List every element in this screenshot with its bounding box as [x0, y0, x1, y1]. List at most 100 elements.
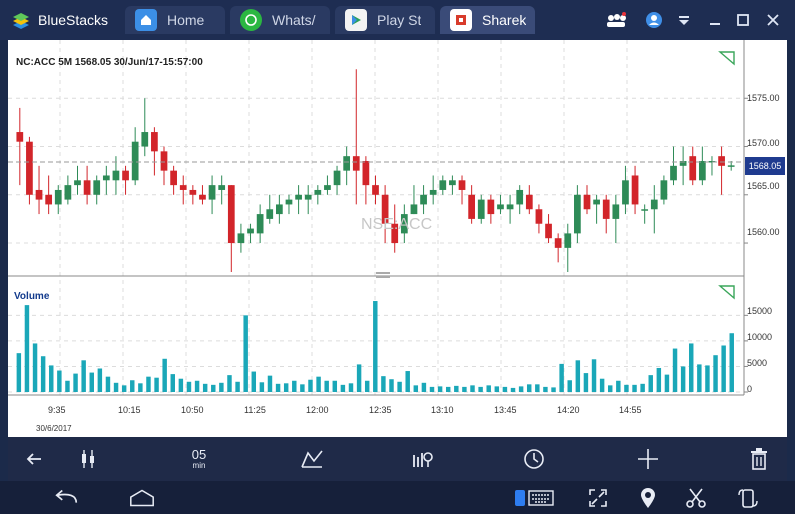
candle-body: [679, 161, 687, 166]
volume-bar: [121, 385, 127, 392]
candle-body: [189, 189, 197, 195]
volume-bar: [227, 375, 232, 392]
back-arrow-icon[interactable]: [14, 443, 54, 475]
candle-body: [160, 151, 168, 171]
volume-bar: [65, 380, 70, 392]
candle-body: [343, 156, 351, 171]
chart-area[interactable]: NC:ACC 5M 1568.05 30/Jun/17-15:57:00 NSE…: [8, 40, 787, 437]
volume-bar: [24, 305, 30, 392]
candle-body: [449, 180, 456, 186]
volume-bar: [526, 384, 532, 392]
tab-whatsapp[interactable]: Whats/: [230, 6, 330, 34]
candle-body: [218, 185, 226, 190]
dropdown-icon[interactable]: [672, 8, 696, 32]
candle-body: [151, 132, 158, 152]
volume-bar: [364, 380, 370, 392]
expand-volume-icon[interactable]: [718, 285, 735, 300]
candle-body: [698, 161, 706, 181]
x-tick-label: 11:25: [244, 405, 266, 415]
interval-button[interactable]: 05 min: [179, 443, 219, 475]
candle-body: [525, 194, 533, 210]
candle-body: [54, 189, 62, 205]
candle-body: [64, 185, 72, 200]
maximize-icon[interactable]: [731, 8, 755, 32]
volume-bar: [292, 380, 297, 392]
refresh-timer-icon[interactable]: [514, 443, 554, 475]
volume-bar: [445, 386, 451, 392]
home-icon[interactable]: [128, 486, 156, 510]
candle-body: [439, 180, 447, 190]
candle-body: [276, 204, 283, 215]
volume-bar: [648, 375, 653, 392]
candle-body: [83, 180, 91, 195]
volume-bar: [154, 377, 159, 392]
volume-bar: [81, 360, 86, 392]
keyboard-icon[interactable]: [512, 486, 556, 510]
back-icon[interactable]: [52, 486, 80, 510]
x-tick-label: 13:45: [494, 405, 517, 415]
volume-bar: [89, 372, 94, 392]
candle-body: [660, 180, 668, 200]
chart-canvas[interactable]: [8, 40, 787, 437]
volume-bar: [105, 376, 111, 392]
candle-body: [362, 161, 370, 186]
x-tick-label: 9:35: [48, 405, 66, 415]
x-tick-label: 10:15: [118, 405, 141, 415]
scissors-icon[interactable]: [682, 486, 710, 510]
candle-chart-icon[interactable]: [68, 443, 108, 475]
close-icon[interactable]: [761, 8, 785, 32]
volume-bar: [429, 386, 435, 392]
candle-body: [593, 199, 600, 205]
volume-bar: [697, 364, 702, 392]
candle-body: [74, 180, 81, 186]
delete-icon[interactable]: [739, 443, 779, 475]
volume-bar: [308, 379, 313, 392]
tab-sharekhan[interactable]: Sharek: [440, 6, 535, 34]
candle-body: [295, 194, 302, 200]
tab-play-store[interactable]: Play St: [335, 6, 435, 34]
candle-body: [352, 156, 360, 171]
x-tick-label: 12:00: [306, 405, 329, 415]
candle-body: [641, 209, 649, 211]
chart-toolbar: 05 min: [8, 437, 787, 481]
volume-bar: [356, 364, 362, 392]
y-tick-label: 1560.00: [747, 227, 780, 237]
minimize-icon[interactable]: [703, 8, 727, 32]
x-tick-label: 14:55: [619, 405, 642, 415]
candle-body: [170, 170, 177, 186]
candle-body: [372, 185, 379, 195]
candle-body: [670, 165, 677, 181]
location-icon[interactable]: [634, 486, 662, 510]
fullscreen-icon[interactable]: [584, 486, 612, 510]
candle-body: [458, 180, 466, 190]
multi-instance-icon[interactable]: [604, 8, 628, 32]
rotate-icon[interactable]: [734, 486, 762, 510]
volume-bar: [194, 380, 200, 392]
candle-body: [381, 194, 389, 224]
volume-bar: [535, 384, 540, 392]
tab-label: Play St: [377, 12, 422, 28]
candle-body: [112, 170, 120, 181]
candle-body: [333, 170, 341, 186]
candle-body: [516, 189, 524, 205]
crosshair-icon[interactable]: [628, 443, 668, 475]
volume-bar: [494, 386, 500, 392]
volume-bar: [178, 378, 184, 392]
candle-body: [612, 204, 620, 219]
volume-bar: [73, 373, 78, 392]
tab-home[interactable]: Home: [125, 6, 225, 34]
volume-bar: [486, 385, 491, 392]
candle-body: [131, 141, 139, 181]
home-icon: [135, 9, 157, 31]
candle-body: [689, 156, 697, 181]
account-icon[interactable]: [642, 8, 666, 32]
candle-body: [622, 180, 629, 205]
expand-chart-icon[interactable]: [718, 51, 735, 66]
volume-tick-label: 10000: [747, 332, 773, 342]
indicators-icon[interactable]: [403, 443, 443, 475]
bluestacks-logo-icon: [13, 13, 29, 29]
candle-body: [304, 194, 312, 200]
volume-bar: [186, 381, 192, 392]
volume-bar: [219, 382, 224, 392]
drawing-tools-icon[interactable]: [292, 443, 332, 475]
